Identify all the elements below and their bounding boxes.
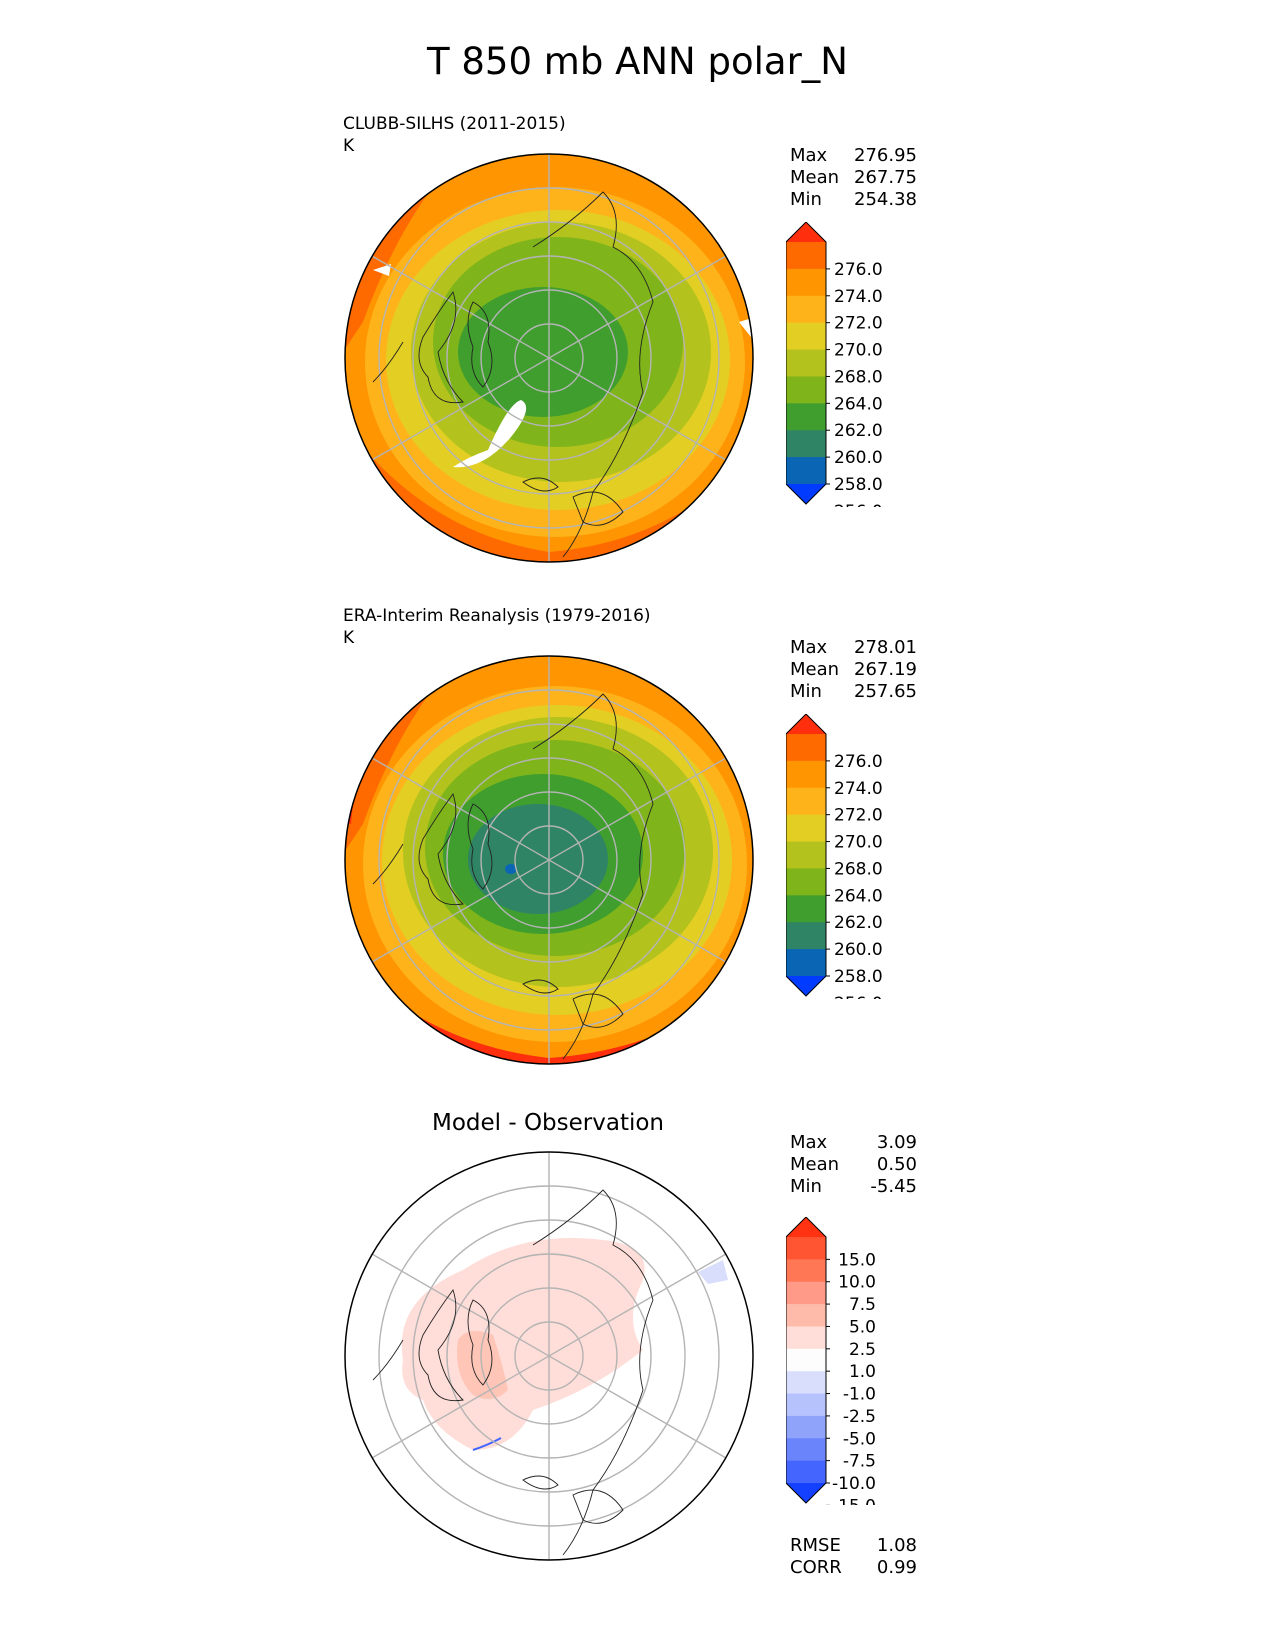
colorbar-tick-label: -5.0 (843, 1429, 876, 1449)
colorbar-tick-label: 258.0 (834, 475, 883, 495)
colorbar-tick-label: 276.0 (834, 752, 883, 772)
colorbar-tick-label: -7.5 (843, 1452, 876, 1472)
colorbar-swatch (786, 868, 826, 896)
colorbar-tick-label: 274.0 (834, 287, 883, 307)
colorbar-swatch (786, 1438, 826, 1462)
diff-stats: Max 3.09 Mean 0.50 Min -5.45 (790, 1132, 917, 1198)
diff-polar-map (344, 1151, 754, 1561)
model-stats: Max 276.95 Mean 267.75 Min 254.38 (790, 145, 917, 211)
colorbar-extend-min (786, 1483, 826, 1503)
colorbar-swatch (786, 403, 826, 431)
obs-panel-label: ERA-Interim Reanalysis (1979-2016) K (343, 605, 651, 649)
stat-mean: Mean 0.50 (790, 1154, 917, 1175)
stat-mean: Mean 267.19 (790, 659, 917, 680)
colorbar-tick-label: 5.0 (849, 1317, 876, 1337)
stat-max: Max 3.09 (790, 1132, 917, 1153)
colorbar-swatch (786, 376, 826, 404)
colorbar-tick-label: -1.0 (843, 1385, 876, 1405)
colorbar-swatch (786, 1281, 826, 1305)
colorbar-tick-label: -2.5 (843, 1407, 876, 1427)
colorbar-extend-min (786, 976, 826, 996)
metric-rmse: RMSE 1.08 (790, 1535, 917, 1556)
colorbar-swatch (786, 1326, 826, 1350)
colorbar-tick-label: -15.0 (832, 1496, 876, 1505)
colorbar-tick-label: 256.0 (834, 502, 883, 507)
model-units: K (343, 136, 355, 156)
colorbar-tick-label: 276.0 (834, 260, 883, 280)
model-colorbar-swatches (786, 222, 826, 504)
obs-polar-map (344, 655, 754, 1065)
colorbar-swatch (786, 430, 826, 458)
stat-max: Max 278.01 (790, 637, 917, 658)
colorbar-tick-label: 270.0 (834, 341, 883, 361)
colorbar-swatch (786, 1415, 826, 1439)
colorbar-tick-label: 272.0 (834, 314, 883, 334)
colorbar-swatch (786, 814, 826, 843)
obs-units: K (343, 628, 355, 648)
colorbar-swatch (786, 841, 826, 869)
colorbar-swatch (786, 242, 826, 270)
diff-title: Model - Observation (431, 1110, 665, 1136)
colorbar-tick-label: 258.0 (834, 967, 883, 987)
obs-name: ERA-Interim Reanalysis (1979-2016) (343, 606, 651, 626)
colorbar-swatch (786, 760, 826, 789)
colorbar-swatch (786, 787, 826, 816)
colorbar-swatch (786, 322, 826, 351)
colorbar-tick-label: 264.0 (834, 886, 883, 906)
colorbar-tick-label: 274.0 (834, 779, 883, 799)
colorbar-swatch (786, 295, 826, 324)
colorbar-tick-label: 260.0 (834, 448, 883, 468)
page-title: T 850 mb ANN polar_N (427, 40, 848, 83)
colorbar-swatch (786, 1348, 826, 1372)
colorbar-tick-label: 256.0 (834, 994, 883, 999)
colorbar-swatch (786, 1237, 826, 1260)
colorbar-tick-label: 260.0 (834, 940, 883, 960)
colorbar-swatch (786, 895, 826, 923)
colorbar-tick-label: 2.5 (849, 1340, 876, 1360)
colorbar-tick-label: 270.0 (834, 833, 883, 853)
colorbar-tick-label: 15.0 (838, 1250, 876, 1270)
colorbar-tick-label: 7.5 (849, 1295, 876, 1315)
stat-max: Max 276.95 (790, 145, 917, 166)
obs-stats: Max 278.01 Mean 267.19 Min 257.65 (790, 637, 917, 703)
stat-min: Min -5.45 (790, 1176, 917, 1197)
colorbar-swatch (786, 457, 826, 485)
colorbar-tick-label: 262.0 (834, 421, 883, 441)
stat-min: Min 254.38 (790, 189, 917, 210)
colorbar-swatch (786, 1460, 826, 1484)
model-panel-label: CLUBB-SILHS (2011-2015) K (343, 113, 566, 157)
colorbar-extend-min (786, 484, 826, 504)
colorbar-tick-label: 268.0 (834, 859, 883, 879)
colorbar-tick-label: 262.0 (834, 913, 883, 933)
colorbar-swatch (786, 1393, 826, 1417)
model-colorbar: 276.0 274.0 272.0 270.0 268.0 264.0 262.0 260.0… (786, 222, 883, 507)
colorbar-tick-label: 264.0 (834, 394, 883, 414)
stat-mean: Mean 267.75 (790, 167, 917, 188)
colorbar-swatch (786, 734, 826, 762)
colorbar-tick-label: 10.0 (838, 1273, 876, 1293)
colorbar-tick-label: 268.0 (834, 367, 883, 387)
colorbar-swatch (786, 922, 826, 950)
colorbar-swatch (786, 349, 826, 377)
colorbar-tick-label: -10.0 (832, 1474, 876, 1494)
metric-corr: CORR 0.99 (790, 1557, 917, 1578)
diff-colorbar: 15.0 10.07.55.0 2.51.0 -1.0-2.5-5.0 -7.5-10.… (786, 1217, 876, 1505)
colorbar-tick-label: 272.0 (834, 806, 883, 826)
model-polar-map (344, 153, 754, 563)
colorbar-swatch (786, 1304, 826, 1327)
stat-min: Min 257.65 (790, 681, 917, 702)
colorbar-extend-max (786, 1217, 826, 1237)
colorbar-extend-max (786, 714, 826, 734)
colorbar-extend-max (786, 222, 826, 242)
diff-metrics: RMSE 1.08 CORR 0.99 (790, 1535, 917, 1579)
colorbar-swatch (786, 1259, 826, 1283)
model-name: CLUBB-SILHS (2011-2015) (343, 114, 566, 134)
colorbar-tick-label: 1.0 (849, 1362, 876, 1382)
colorbar-swatch (786, 949, 826, 977)
colorbar-swatch (786, 1371, 826, 1395)
colorbar-swatch (786, 268, 826, 297)
obs-colorbar: 276.0 274.0 272.0 270.0 268.0 264.0 262.0 260.0… (786, 714, 883, 999)
